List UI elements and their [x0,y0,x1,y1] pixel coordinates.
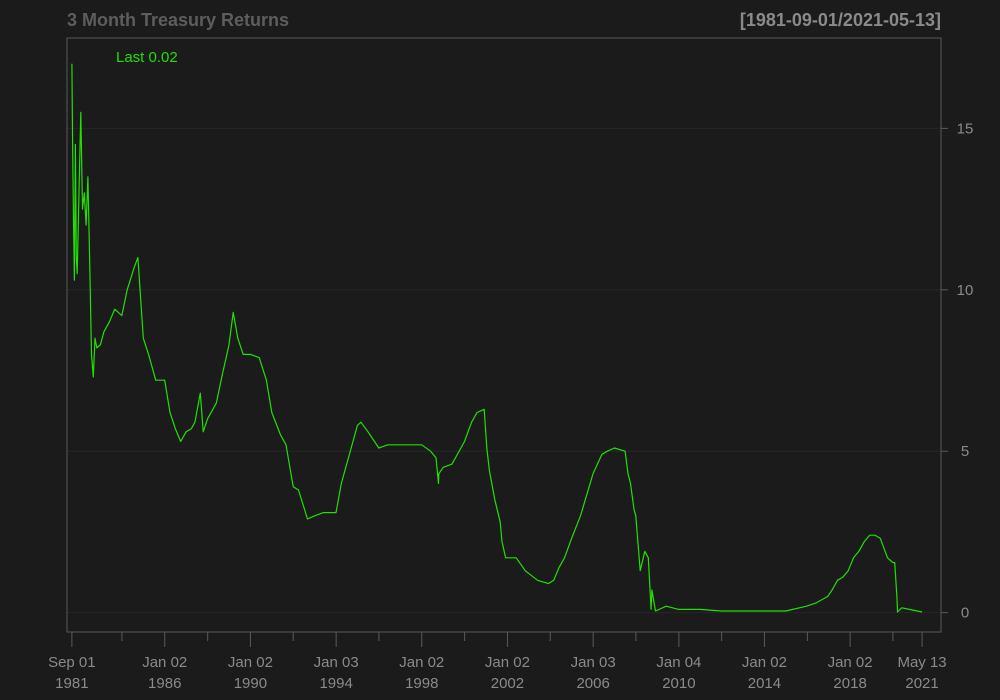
x-tick-label-month: Jan 02 [828,654,873,671]
y-tick-label: 5 [961,443,969,460]
last-value-label: Last 0.02 [116,49,178,66]
x-tick-label-month: Jan 03 [314,654,359,671]
x-tick-label-month: Jan 02 [399,654,444,671]
plot-area-frame [66,37,942,633]
chart-title: 3 Month Treasury Returns [67,10,289,30]
x-tick-label-year: 1998 [405,675,438,692]
x-tick-label-year: 2018 [833,675,866,692]
y-tick-label: 10 [957,282,974,299]
y-tick-label: 0 [961,605,969,622]
x-tick-label-month: Jan 03 [571,654,616,671]
x-tick-label-month: Jan 02 [142,654,187,671]
x-tick-label-month: Jan 02 [485,654,530,671]
x-tick-label-month: May 13 [897,654,946,671]
x-tick-label-year: 1990 [234,675,267,692]
x-tick-label-year: 2006 [576,675,609,692]
x-tick-label-year: 2021 [905,675,938,692]
x-tick-label-year: 2014 [748,675,781,692]
series-line-treasury [71,63,923,613]
x-tick-label-year: 1986 [148,675,181,692]
x-tick-label-year: 1981 [55,675,88,692]
y-tick-label: 15 [957,120,974,137]
x-tick-label-year: 1994 [319,675,352,692]
x-tick-label-year: 2002 [491,675,524,692]
x-tick-label-year: 2010 [662,675,695,692]
x-tick-label-month: Jan 02 [742,654,787,671]
gridlines [67,127,941,614]
x-tick-label-month: Sep 01 [48,654,96,671]
x-tick-label-month: Jan 04 [656,654,701,671]
x-tick-label-month: Jan 02 [228,654,273,671]
date-range-label: [1981-09-01/2021-05-13] [740,10,941,30]
axes: 0 5 10 15 Sep 01 1981 Jan 02 1986 Jan 02 1990 Jan … [48,120,973,692]
